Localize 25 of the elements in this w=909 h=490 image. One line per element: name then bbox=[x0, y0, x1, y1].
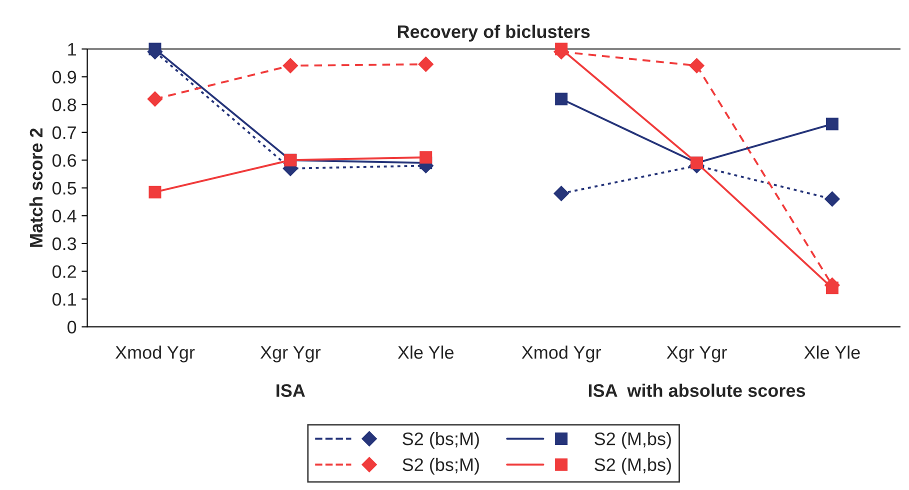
x-tick-label: Xle Yle bbox=[398, 346, 454, 359]
y-tick-label: 0.8 bbox=[52, 98, 76, 112]
y-tick-label: 0.2 bbox=[52, 265, 76, 278]
x-tick-label: Xmod Ygr bbox=[115, 346, 195, 362]
y-axis-title: Match score 2 bbox=[29, 128, 43, 247]
y-tick-label: 0.5 bbox=[52, 182, 76, 195]
y-tick-label: 0.3 bbox=[52, 237, 76, 250]
x-tick-label: Xgr Ygr bbox=[666, 346, 727, 362]
y-tick-label: 0.9 bbox=[52, 70, 76, 84]
legend-label: S2 (bs;M) bbox=[402, 432, 479, 449]
text: ISA bbox=[276, 384, 305, 397]
y-tick-label: 0.1 bbox=[52, 292, 76, 306]
x-tick-label: Xle Yle bbox=[804, 346, 860, 359]
y-tick-label: 0.7 bbox=[52, 126, 76, 140]
y-tick-label: 0.6 bbox=[52, 154, 76, 167]
y-tick-label: 0 bbox=[68, 320, 76, 334]
y-tick-label: 1 bbox=[68, 43, 76, 56]
x-tick-label: Xmod Ygr bbox=[522, 346, 601, 362]
legend-label: S2 (bs;M) bbox=[402, 458, 479, 475]
chart-title: Recovery of biclusters bbox=[398, 24, 590, 42]
legend-label: S2 (M,bs) bbox=[594, 458, 671, 475]
legend-label: S2 (M,bs) bbox=[594, 432, 671, 449]
x-tick-label: Xgr Ygr bbox=[260, 346, 321, 362]
text: ISA with absolute scores bbox=[588, 384, 806, 397]
y-tick-label: 0.4 bbox=[52, 210, 76, 222]
